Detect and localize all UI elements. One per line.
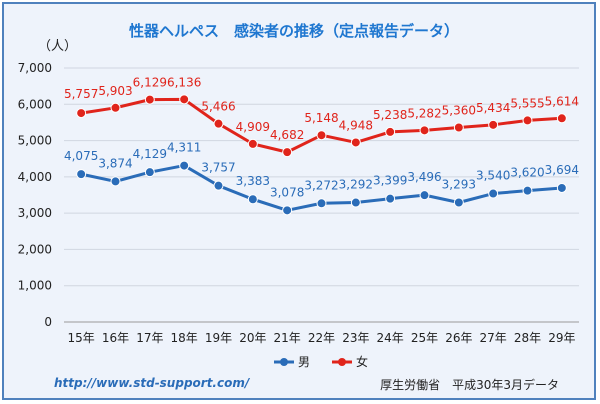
data-label: 3,078 [270,185,304,199]
data-label: 3,272 [304,178,338,192]
data-point [110,102,121,113]
data-label: 4,909 [236,120,270,134]
data-point [110,176,121,187]
source-note: 厚生労働省 平成30年3月データ [380,377,559,392]
data-label: 5,903 [98,84,132,98]
data-label: 3,496 [407,170,441,184]
y-tick-label: 4,000 [18,170,52,184]
data-point [213,118,224,129]
y-axis-ticks: 0 1,000 2,000 3,000 4,000 5,000 6,000 7,000 [18,61,52,329]
x-tick-label: 15年 [68,331,95,345]
data-point [144,94,155,105]
data-point [213,180,224,191]
y-tick-label: 1,000 [18,279,52,293]
x-tick-label: 18年 [171,331,198,345]
data-point [419,190,430,201]
y-axis-unit: （人） [38,39,77,54]
legend-label: 男 [298,355,310,369]
data-label: 3,540 [476,169,510,183]
y-tick-label: 6,000 [18,97,52,111]
legend-swatch-marker [338,358,346,366]
data-label: 5,148 [304,111,338,125]
x-tick-label: 16年 [102,331,129,345]
data-point [282,147,293,158]
y-tick-label: 3,000 [18,206,52,220]
data-point [316,130,327,141]
data-point [419,125,430,136]
y-tick-label: 5,000 [18,134,52,148]
data-point [453,122,464,133]
x-tick-label: 25年 [411,331,438,345]
data-label: 5,360 [442,104,476,118]
x-tick-label: 19年 [205,331,232,345]
x-tick-label: 24年 [377,331,404,345]
x-tick-label: 17年 [136,331,163,345]
data-label: 3,757 [201,161,235,175]
x-tick-label: 23年 [342,331,369,345]
data-label: 5,614 [545,94,579,108]
data-label: 5,757 [64,87,98,101]
x-axis-ticks: 15年 16年 17年 18年 19年 20年 21年 22年 23年 24年 25年 26年 27年 2… [68,331,576,345]
data-label: 3,694 [545,163,579,177]
data-label: 5,282 [407,106,441,120]
source-url[interactable]: http://www.std-support.com/ [54,376,251,390]
data-point [350,197,361,208]
data-label: 4,129 [133,147,167,161]
data-point [350,137,361,148]
data-point [385,193,396,204]
data-point [453,197,464,208]
data-point [522,115,533,126]
data-point [247,138,258,149]
chart-title: 性器ヘルペス 感染者の推移（定点報告データ） [129,22,459,40]
x-tick-label: 28年 [514,331,541,345]
y-tick-label: 0 [44,315,52,329]
data-label: 3,292 [339,178,373,192]
data-label: 4,682 [270,128,304,142]
data-point [282,205,293,216]
x-tick-label: 27年 [480,331,507,345]
data-point [179,94,190,105]
x-tick-label: 21年 [274,331,301,345]
data-point [488,119,499,130]
x-tick-label: 29年 [548,331,575,345]
data-point [522,185,533,196]
data-point [316,198,327,209]
x-tick-label: 26年 [445,331,472,345]
data-label: 4,948 [339,118,373,132]
data-point [179,160,190,171]
data-point [76,108,87,119]
data-point [488,188,499,199]
data-label: 5,434 [476,101,510,115]
data-point [556,113,567,124]
legend: 男女 [274,354,368,369]
data-point [556,182,567,193]
data-point [144,167,155,178]
y-tick-label: 2,000 [18,242,52,256]
data-point [247,194,258,205]
chart-frame: 性器ヘルペス 感染者の推移（定点報告データ） （人） 0 1,000 2,000 3,… [2,2,596,400]
data-label: 6,136 [167,75,201,89]
data-label: 4,311 [167,141,201,155]
data-point [385,126,396,137]
legend-label: 女 [356,354,368,369]
data-label: 3,874 [98,156,132,170]
data-label: 3,383 [236,174,270,188]
data-label: 5,555 [510,96,544,110]
x-tick-label: 20年 [239,331,266,345]
data-label: 3,620 [510,166,544,180]
line-chart: 性器ヘルペス 感染者の推移（定点報告データ） （人） 0 1,000 2,000 3,… [18,22,579,392]
data-label: 6,129 [133,76,167,90]
data-label: 4,075 [64,149,98,163]
data-label: 5,466 [201,100,235,114]
data-label: 3,399 [373,174,407,188]
x-tick-label: 22年 [308,331,335,345]
y-tick-label: 7,000 [18,61,52,75]
data-label: 5,238 [373,108,407,122]
data-label: 3,293 [442,178,476,192]
data-point [76,169,87,180]
legend-swatch-marker [280,358,288,366]
